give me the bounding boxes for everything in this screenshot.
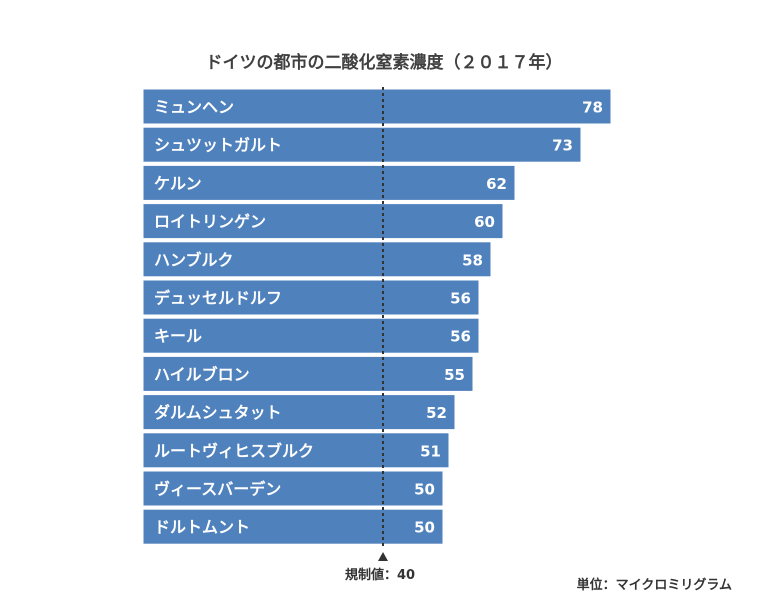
data-label: 52 — [426, 404, 447, 422]
data-label: 51 — [420, 442, 441, 460]
bar — [142, 241, 492, 278]
bar — [142, 394, 456, 431]
bar — [142, 432, 450, 469]
category-label: ダルムシュタット — [154, 403, 282, 422]
data-label: 78 — [582, 99, 603, 117]
threshold-marker — [378, 552, 388, 561]
bar-row: ダルムシュタット 52 — [142, 394, 456, 431]
bar-row: ヴィースバーデン 50 — [142, 470, 444, 507]
category-label: シュツットガルト — [154, 136, 282, 155]
category-label: デュッセルドルフ — [154, 289, 282, 308]
data-label: 73 — [552, 137, 573, 155]
bar — [142, 470, 444, 507]
bar-row: ケルン 62 — [142, 164, 516, 201]
chart-title: ドイツの都市の二酸化窒素濃度（２０１７年） — [205, 53, 563, 73]
bar — [142, 317, 480, 354]
bar-row: ルートヴィヒスブルク 51 — [142, 432, 450, 469]
bar — [142, 279, 480, 316]
category-label: ドルトムント — [154, 518, 250, 537]
category-label: ケルン — [154, 174, 202, 193]
bar — [142, 88, 612, 125]
threshold-label: 規制値：40 — [344, 568, 416, 583]
unit-note: 単位：マイクロミリグラム — [576, 578, 732, 593]
data-label: 62 — [486, 175, 507, 193]
bar-row: ロイトリンゲン 60 — [142, 203, 504, 240]
data-label: 55 — [444, 366, 465, 384]
bar-row: キール 56 — [142, 317, 480, 354]
category-label: ヴィースバーデン — [154, 480, 281, 499]
category-label: ハンブルク — [154, 250, 234, 269]
data-label: 58 — [462, 251, 483, 269]
data-label: 56 — [450, 290, 471, 308]
category-label: ルートヴィヒスブルク — [154, 441, 314, 460]
data-label: 50 — [414, 481, 435, 499]
bar — [142, 164, 516, 201]
category-label: キール — [154, 327, 202, 346]
data-label: 56 — [450, 328, 471, 346]
data-label: 50 — [414, 519, 435, 537]
data-label: 60 — [474, 213, 495, 231]
bar-row: デュッセルドルフ 56 — [142, 279, 480, 316]
bar-row: ミュンヘン 78 — [142, 88, 612, 125]
bar-row: ドルトムント 50 — [142, 508, 444, 545]
bar-row: ハイルブロン 55 — [142, 355, 474, 392]
category-label: ハイルブロン — [154, 365, 250, 384]
bar — [142, 355, 474, 392]
bar — [142, 203, 504, 240]
category-label: ミュンヘン — [154, 98, 234, 117]
category-label: ロイトリンゲン — [154, 212, 266, 231]
bar — [142, 126, 582, 163]
bar-row: ハンブルク 58 — [142, 241, 492, 278]
bar — [142, 508, 444, 545]
bar-row: シュツットガルト 73 — [142, 126, 582, 163]
